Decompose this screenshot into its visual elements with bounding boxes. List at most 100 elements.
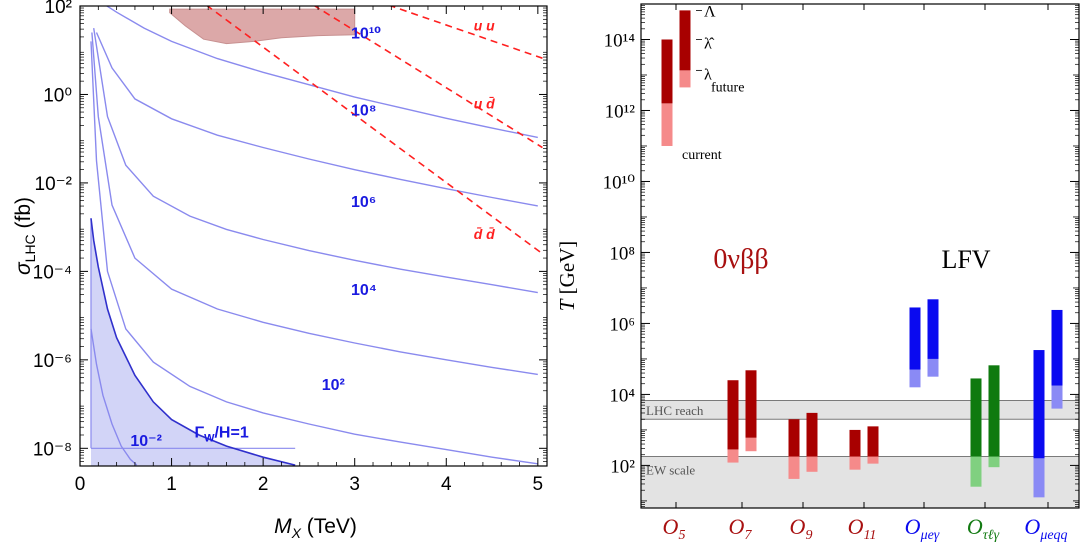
x-tick-label: 0	[75, 474, 86, 495]
gamma-curve-label: ΓW/H=1	[194, 424, 248, 444]
bar-current-segment	[661, 103, 673, 146]
band-label: LHC reach	[646, 403, 704, 418]
bar-future-segment	[867, 426, 879, 457]
category-label-sub: τℓγ	[983, 528, 1000, 543]
y-tick-label: 10⁻⁴	[33, 262, 72, 283]
category-label-main: O	[905, 514, 921, 539]
y-axis-label-main: σ	[12, 261, 35, 275]
gamma-fill-region	[91, 218, 296, 466]
bar-future-segment	[806, 412, 818, 457]
bar-future-segment	[1033, 350, 1045, 459]
x-axis-label-main: M	[274, 515, 292, 538]
category-label-main: O	[848, 514, 864, 539]
y-tick-label: 10⁻⁶	[33, 351, 72, 372]
y-tick-label: 10⁶	[609, 314, 635, 335]
category-label-sub: 7	[744, 528, 752, 543]
bar-future-segment	[927, 299, 939, 359]
category-label-main: O	[967, 514, 983, 539]
red-line-label: u u	[474, 17, 495, 33]
category-label: Oμeγ	[905, 514, 940, 543]
y-axis-label-main: T	[555, 298, 579, 311]
x-tick-label: 1	[166, 474, 177, 495]
plot-area	[90, 6, 543, 466]
red-dashed-line-1	[313, 6, 543, 149]
scale-bar-chart: LHC reach EW scale 10² 10⁴ 10⁶ 10⁸ 10¹⁰ 10¹² 10¹…	[555, 3, 1080, 543]
x-tick-label: 5	[533, 474, 544, 495]
x-tick-label: 4	[441, 474, 452, 495]
y-axis-label-unit: (fb)	[12, 197, 35, 234]
red-line-label: u d̄	[474, 95, 495, 112]
legend-label-future: future	[711, 81, 744, 96]
y-axis-label: T [GeV]	[555, 241, 579, 312]
bar-current-segment	[927, 358, 939, 377]
y-tick-label: 10⁰	[43, 85, 72, 106]
blue-curve-label: 10²	[322, 377, 345, 394]
category-label-main: O	[790, 514, 806, 539]
blue-curve-4	[90, 41, 538, 465]
legend-label-lambda: λ	[704, 66, 712, 83]
bar-future-segment	[970, 378, 982, 457]
bar-future-segment	[909, 307, 921, 370]
bar-future-segment	[849, 429, 861, 457]
blue-curve-label: 10¹⁰	[351, 25, 381, 42]
bar-future-segment	[661, 39, 673, 104]
bar-current-segment	[727, 449, 739, 463]
gamma-label-main: Γ	[194, 424, 204, 441]
bar-current-segment	[988, 456, 1000, 468]
bar-current-segment	[1051, 385, 1063, 409]
y-tick-label: 10⁸	[609, 243, 635, 264]
cross-section-chart: 0 1 2 3 4 5 10⁻⁸ 10⁻⁶ 10⁻⁴ 10⁻² 10⁰ 10² MX (TeV) σLHC…	[12, 0, 548, 541]
bar-future-segment	[727, 380, 739, 450]
y-tick-label: 10¹⁰	[603, 172, 636, 193]
plot-frame	[79, 5, 548, 467]
category-label-sub: 5	[678, 528, 685, 543]
bar-current-segment	[679, 70, 691, 88]
y-tick-label: 10⁻²	[35, 174, 73, 195]
x-tick-label: 3	[349, 474, 360, 495]
red-dashed-line-0	[388, 6, 543, 59]
group-label-lfv: LFV	[941, 245, 990, 274]
bar-current-segment	[806, 456, 818, 472]
bar-current-segment	[909, 369, 921, 388]
x-tick-label: 2	[258, 474, 269, 495]
bar-current-segment	[849, 456, 861, 470]
bar-future-segment	[788, 419, 800, 457]
y-tick-label: 10⁻⁸	[33, 439, 72, 460]
category-label-main: O	[663, 514, 679, 539]
bar-future-segment	[679, 10, 691, 71]
gamma-label-rest: /H=1	[214, 424, 248, 441]
y-tick-label: 10²	[610, 456, 635, 477]
category-label: O7	[729, 514, 753, 543]
category-label: O9	[790, 514, 813, 543]
x-axis-label-sub: X	[291, 525, 302, 541]
legend-label-lambda_hat: λ̂	[704, 35, 715, 52]
y-axis-label-unit: [GeV]	[555, 241, 579, 300]
y-axis-label-sub: LHC	[22, 234, 38, 262]
category-label-sub: μeγ	[920, 528, 940, 543]
y-tick-label: 10¹²	[605, 101, 636, 122]
y-tick-label: 10⁴	[609, 385, 635, 406]
bar-current-segment	[1033, 458, 1045, 498]
gamma-label-sub: W	[204, 432, 215, 444]
category-label-sub: 9	[805, 528, 812, 543]
bar-future-segment	[745, 370, 757, 438]
y-axis-label: σLHC (fb)	[12, 197, 38, 275]
x-axis-label: MX (TeV)	[274, 515, 357, 541]
blue-curve-2	[93, 27, 538, 294]
bar-current-segment	[970, 456, 982, 487]
category-label: O11	[848, 514, 877, 543]
bar-current-segment	[745, 437, 757, 452]
blue-curve-1	[95, 32, 538, 207]
blue-curve-0	[105, 6, 538, 139]
legend-label-current: current	[682, 148, 722, 163]
excluded-region	[169, 8, 356, 45]
red-line-label: d̄ d̄	[474, 225, 495, 242]
gamma-curve	[90, 218, 296, 466]
y-tick-label: 10²	[45, 0, 72, 18]
bar-future-segment	[988, 365, 1000, 457]
category-label-sub: 11	[863, 528, 876, 543]
band-fill	[641, 400, 1079, 420]
legend-label-Lambda: Λ	[704, 3, 716, 20]
category-label: Oτℓγ	[967, 514, 1000, 543]
